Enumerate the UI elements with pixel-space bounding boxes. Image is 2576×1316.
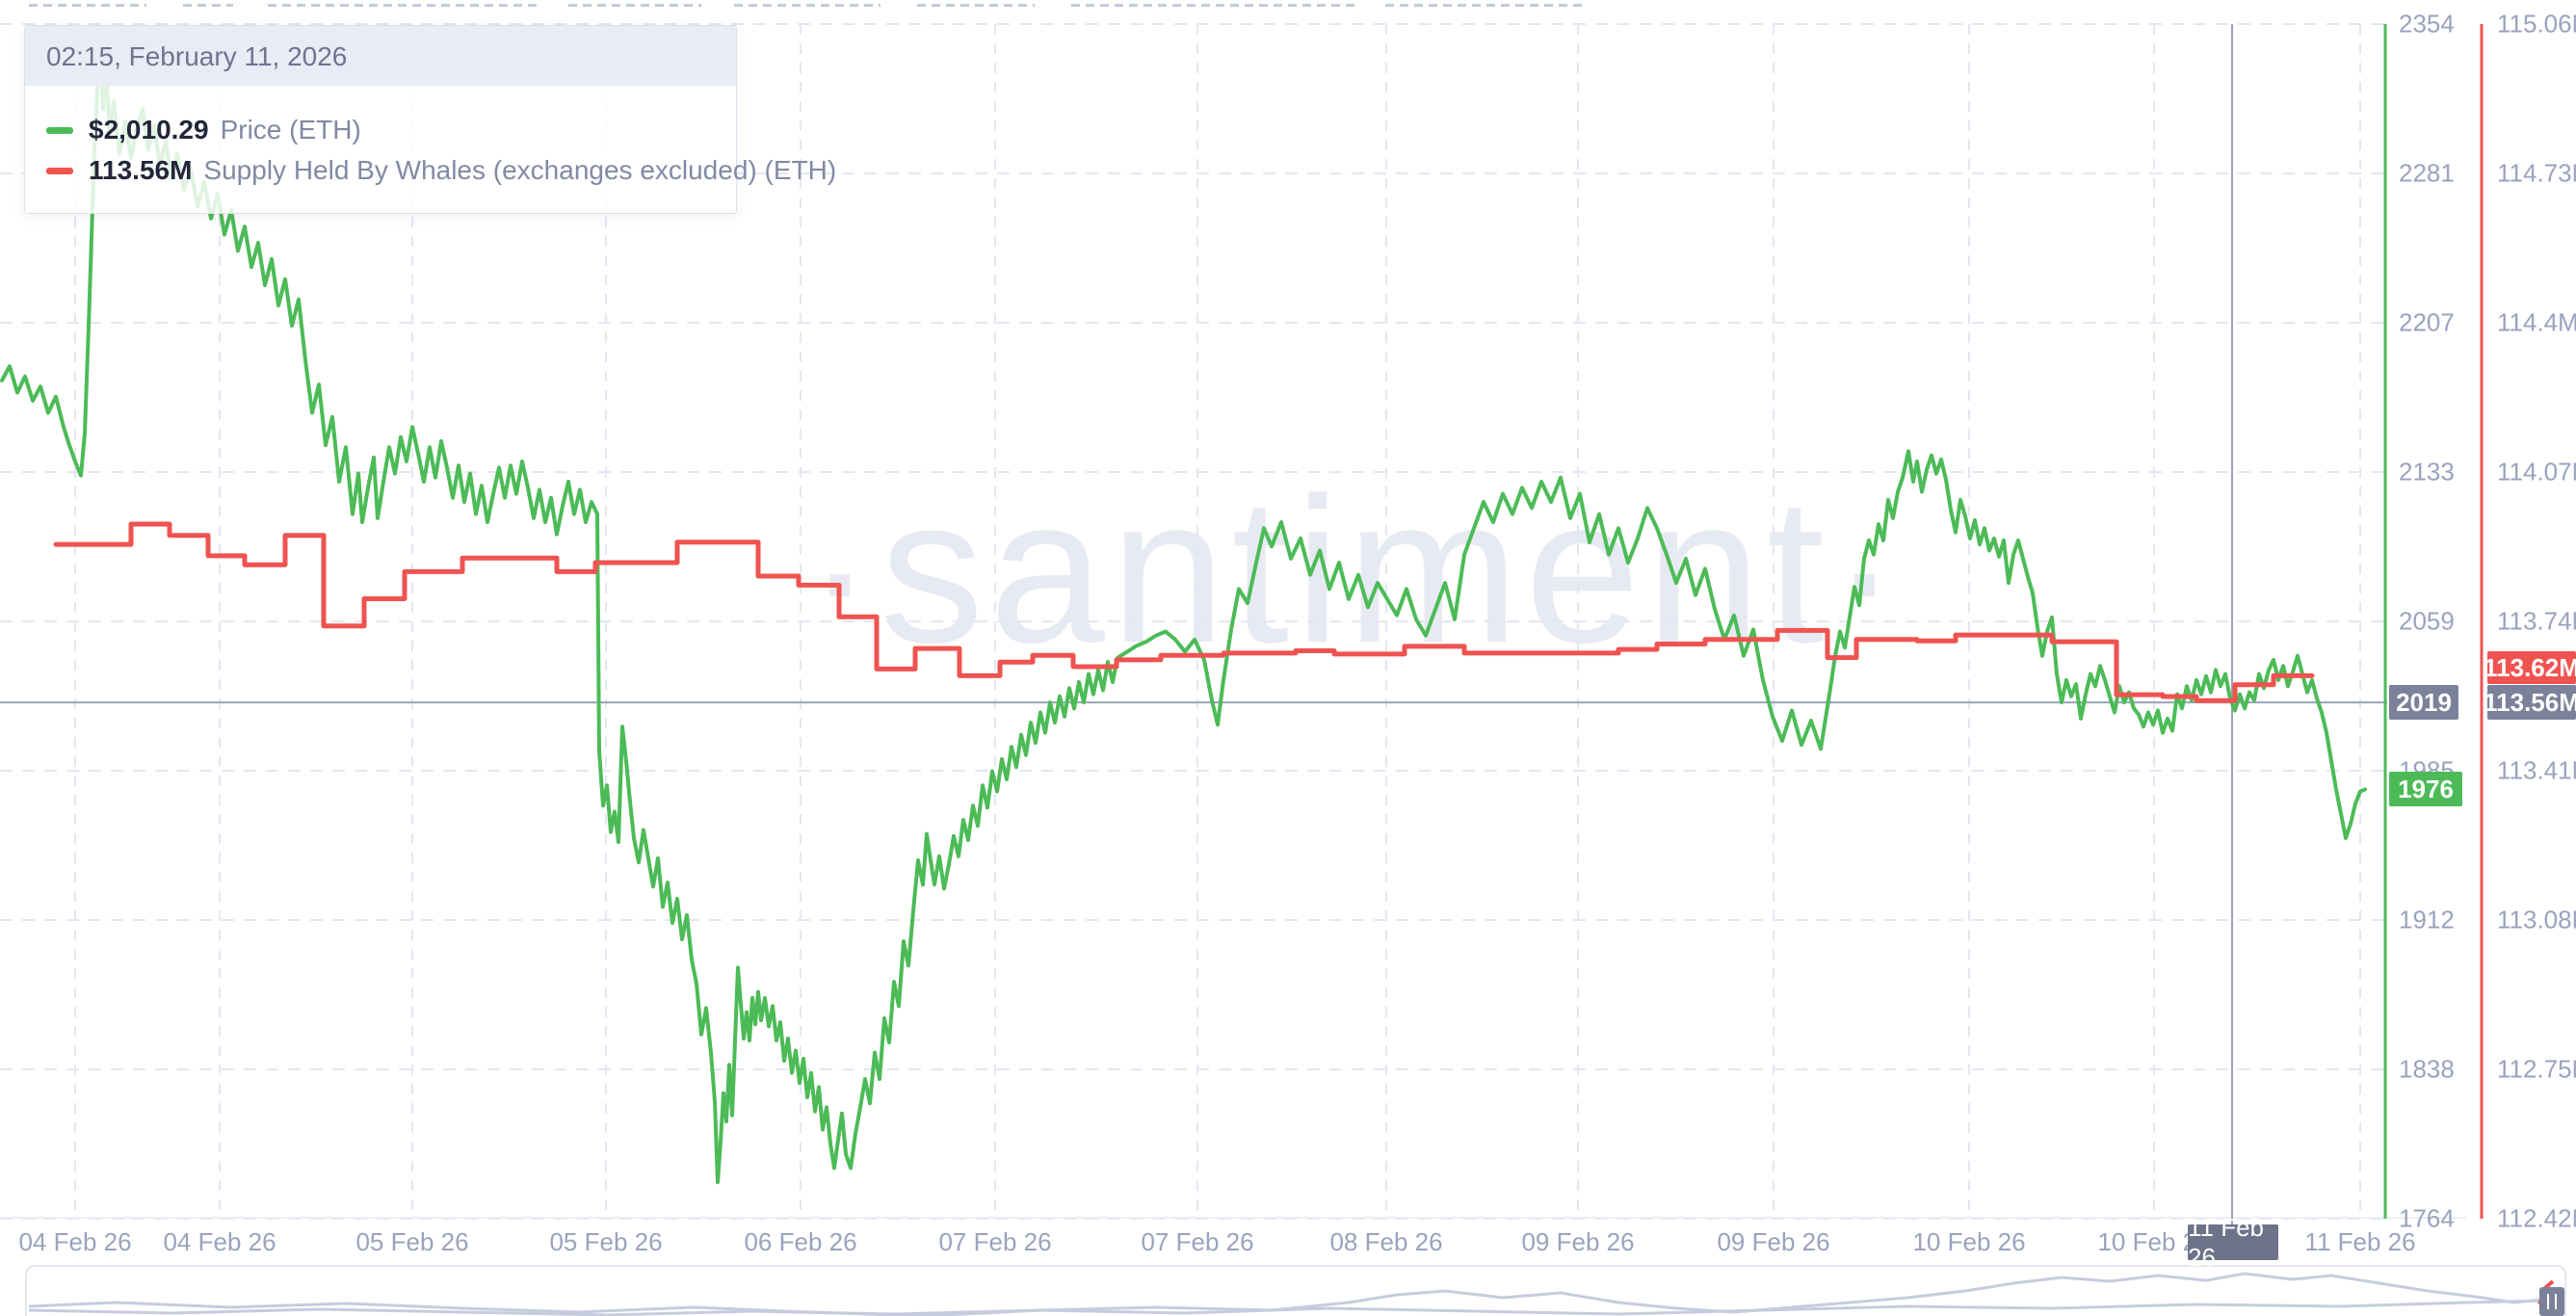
metric-underline-dash	[29, 4, 146, 7]
supply-series-dash-icon	[46, 167, 73, 174]
navigator-sparklines[interactable]	[0, 1265, 2576, 1316]
supply-axis-tick: 115.06M	[2497, 9, 2576, 39]
supply-last-value-badge: 113.62M	[2484, 651, 2576, 684]
supply-axis-tick: 112.75M	[2497, 1054, 2576, 1084]
metric-underline-dash	[917, 4, 1035, 7]
x-axis-label: 09 Feb 26	[1717, 1227, 1830, 1256]
metric-underline-dash	[1071, 4, 1358, 7]
metric-underline-dash	[268, 4, 539, 7]
supply-axis-tick: 114.73M	[2497, 158, 2576, 188]
supply-value: 113.56M	[89, 155, 193, 185]
supply-axis-tick: 114.07M	[2497, 457, 2576, 487]
price-crosshair-badge: 2019	[2389, 685, 2458, 720]
price-axis-tick: 2281	[2399, 158, 2455, 188]
supply-axis-tick: 114.4M	[2497, 307, 2576, 337]
santiment-watermark: ·santiment·	[805, 454, 1906, 686]
metric-underline-dash	[183, 4, 233, 7]
supply-axis-tick: 113.41M	[2497, 755, 2576, 785]
x-axis-label: 09 Feb 26	[1521, 1227, 1635, 1256]
price-axis-tick: 2207	[2399, 307, 2455, 337]
x-axis-label: 11 Feb 26	[2304, 1227, 2416, 1256]
navigator-handle[interactable]	[2539, 1287, 2564, 1316]
price-axis-tick: 2133	[2399, 457, 2455, 487]
metric-underline-dash	[1385, 4, 1582, 7]
price-value: $2,010.29	[89, 115, 209, 145]
price-axis-tick: 1838	[2399, 1054, 2455, 1084]
price-axis-tick: 2059	[2399, 606, 2455, 636]
supply-axis-tick: 113.74M	[2497, 606, 2576, 636]
price-series-dash-icon	[46, 126, 73, 134]
crosshair-date-badge: 11 Feb 26	[2188, 1213, 2278, 1272]
x-axis-label: 07 Feb 26	[938, 1227, 1052, 1256]
x-axis-label: 08 Feb 26	[1329, 1227, 1443, 1256]
metric-underline-dash	[734, 4, 881, 7]
supply-series-label: Supply Held By Whales (exchanges exclude…	[203, 155, 837, 185]
x-axis-label: 04 Feb 26	[18, 1227, 132, 1256]
x-axis-label: 05 Feb 26	[355, 1227, 469, 1256]
x-axis-label: 06 Feb 26	[744, 1227, 857, 1256]
supply-axis-tick: 113.08M	[2497, 905, 2576, 934]
chart-tooltip: 02:15, February 11, 2026 $2,010.29 Price…	[24, 25, 836, 214]
metric-underline-dash	[568, 4, 701, 7]
tooltip-timestamp: 02:15, February 11, 2026	[25, 26, 736, 86]
x-axis-label: 10 Feb 26	[1912, 1227, 2026, 1256]
legend-row-price: $2,010.29 Price (ETH)	[46, 115, 736, 145]
price-last-value-badge: 1976	[2389, 772, 2462, 806]
supply-axis-tick: 112.42M	[2497, 1203, 2576, 1233]
price-series-label: Price (ETH)	[220, 115, 361, 145]
price-axis-tick: 1764	[2399, 1203, 2455, 1233]
x-axis-label: 05 Feb 26	[549, 1227, 663, 1256]
legend-row-supply: 113.56M Supply Held By Whales (exchanges…	[46, 155, 836, 186]
price-axis-tick: 2354	[2399, 9, 2455, 39]
x-axis-label: 04 Feb 26	[163, 1227, 276, 1256]
supply-crosshair-badge: 113.56M	[2484, 685, 2576, 720]
x-axis-label: 07 Feb 26	[1141, 1227, 1254, 1256]
price-axis-tick: 1912	[2399, 905, 2455, 934]
